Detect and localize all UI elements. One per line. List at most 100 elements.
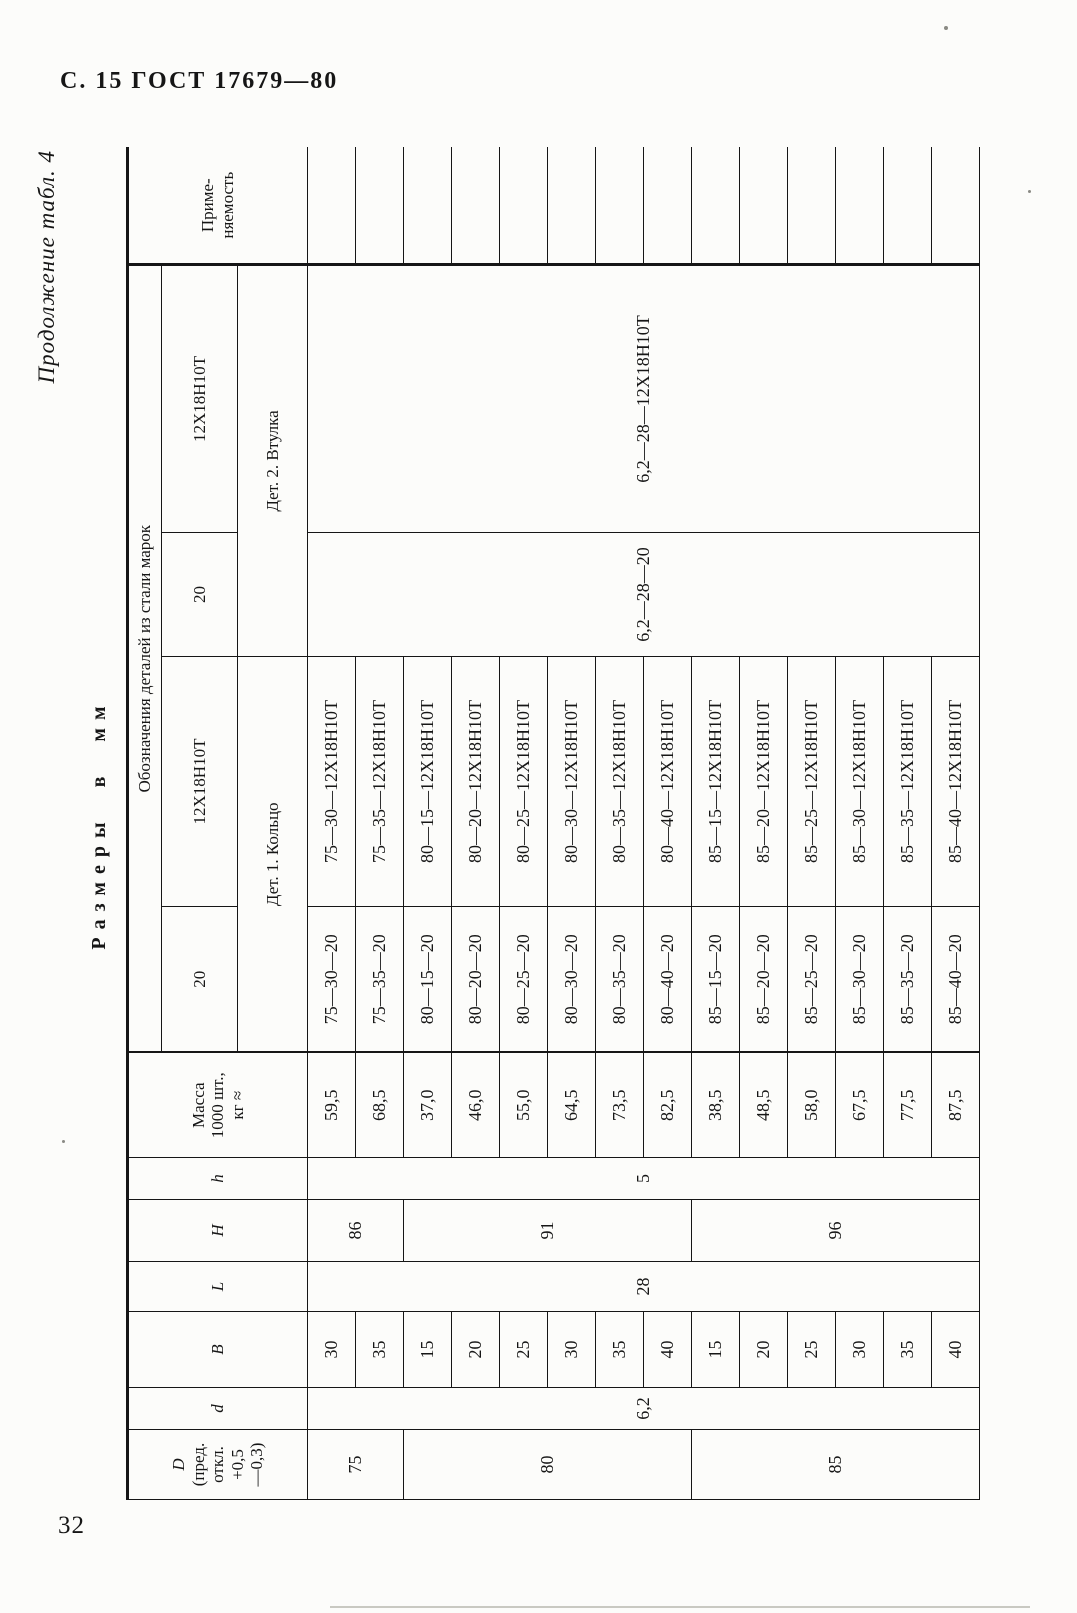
scan-speck [944, 26, 948, 30]
col-header-mass: Масса 1000 шт., кг ≈ [127, 1052, 308, 1158]
cell-ring-designation-12x18: 85—40—12Х18Н10Т [931, 656, 980, 907]
cell-L: 28 [307, 1261, 980, 1312]
cell-mass: 77,5 [883, 1052, 932, 1158]
cell-B: 15 [691, 1311, 740, 1388]
cell-ring-designation-12x18: 80—25—12Х18Н10Т [499, 656, 548, 907]
cell-ring-designation-20: 85—30—20 [835, 906, 884, 1053]
cell-B: 35 [355, 1311, 404, 1388]
grade-header-sleeve-12x18: 12Х18Н10Т [161, 264, 238, 533]
cell-ring-designation-20: 85—40—20 [931, 906, 980, 1053]
table-body: 75 6,2 30 28 86 5 59,5 75—30—20 75—30—12Х18Н10Т 6… [307, 147, 980, 1500]
table-continuation-note: Продолжение табл. 4 [34, 150, 59, 384]
col-header-D: D (пред. откл. +0,5 —0,3) [127, 1429, 308, 1500]
cell-applicability [499, 147, 548, 265]
cell-B: 15 [403, 1311, 452, 1388]
cell-ring-designation-20: 80—15—20 [403, 906, 452, 1053]
scan-speck [1028, 190, 1031, 193]
header-row-1: D (пред. откл. +0,5 —0,3) d B L H h Масс… [127, 147, 308, 1500]
cell-B: 30 [307, 1311, 356, 1388]
cell-applicability [307, 147, 356, 265]
cell-B: 35 [595, 1311, 644, 1388]
page-number: 32 [58, 1512, 85, 1539]
col-header-B: B [127, 1311, 308, 1388]
cell-mass: 87,5 [931, 1052, 980, 1158]
cell-mass: 73,5 [595, 1052, 644, 1158]
cell-ring-designation-20: 85—35—20 [883, 906, 932, 1053]
units-note: Размеры в мм [88, 698, 110, 950]
table-row: 75 6,2 30 28 86 5 59,5 75—30—20 75—30—12Х18Н10Т 6… [307, 147, 980, 1500]
table-header: D (пред. откл. +0,5 —0,3) d B L H h Масс… [127, 147, 308, 1500]
col-header-d: d [127, 1387, 308, 1430]
cell-H: 91 [403, 1199, 692, 1262]
cell-applicability [643, 147, 692, 265]
cell-ring-designation-12x18: 85—15—12Х18Н10Т [691, 656, 740, 907]
cell-B: 40 [643, 1311, 692, 1388]
cell-B: 25 [787, 1311, 836, 1388]
cell-B: 20 [451, 1311, 500, 1388]
cell-ring-designation-20: 75—30—20 [307, 906, 356, 1053]
cell-ring-designation-12x18: 85—20—12Х18Н10Т [739, 656, 788, 907]
cell-applicability [595, 147, 644, 265]
cell-sleeve-designation-20: 6,2—28—20 [307, 532, 980, 657]
cell-ring-designation-12x18: 80—15—12Х18Н10Т [403, 656, 452, 907]
col-header-D-letter: D [169, 1458, 189, 1471]
cell-ring-designation-20: 85—20—20 [739, 906, 788, 1053]
cell-ring-designation-12x18: 80—40—12Х18Н10Т [643, 656, 692, 907]
grade-header-ring-12x18: 12Х18Н10Т [161, 656, 238, 907]
grade-header-sleeve-20: 20 [161, 532, 238, 657]
cell-applicability [739, 147, 788, 265]
cell-ring-designation-12x18: 80—35—12Х18Н10Т [595, 656, 644, 907]
cell-ring-designation-12x18: 75—35—12Х18Н10Т [355, 656, 404, 907]
col-header-applicability: Приме- няемость [127, 147, 308, 265]
scan-edge-artifact [330, 1606, 1030, 1608]
cell-D: 85 [691, 1429, 980, 1500]
col-header-H: H [127, 1199, 308, 1262]
cell-mass: 37,0 [403, 1052, 452, 1158]
dimensions-table: D (пред. откл. +0,5 —0,3) d B L H h Масс… [126, 147, 980, 1500]
cell-ring-designation-20: 80—30—20 [547, 906, 596, 1053]
cell-mass: 46,0 [451, 1052, 500, 1158]
cell-B: 30 [835, 1311, 884, 1388]
cell-ring-designation-12x18: 85—35—12Х18Н10Т [883, 656, 932, 907]
cell-mass: 68,5 [355, 1052, 404, 1158]
cell-B: 35 [883, 1311, 932, 1388]
cell-sleeve-designation-12x18: 6,2—28—12Х18Н10Т [307, 264, 980, 533]
cell-ring-designation-20: 80—40—20 [643, 906, 692, 1053]
cell-ring-designation-20: 80—25—20 [499, 906, 548, 1053]
part-header-sleeve: Дет. 2. Втулка [237, 264, 308, 657]
grade-header-ring-20: 20 [161, 906, 238, 1053]
cell-ring-designation-12x18: 80—30—12Х18Н10Т [547, 656, 596, 907]
col-header-L: L [127, 1261, 308, 1312]
cell-H: 96 [691, 1199, 980, 1262]
cell-mass: 48,5 [739, 1052, 788, 1158]
cell-ring-designation-20: 75—35—20 [355, 906, 404, 1053]
cell-ring-designation-12x18: 75—30—12Х18Н10Т [307, 656, 356, 907]
cell-mass: 55,0 [499, 1052, 548, 1158]
rotated-sheet-region: Продолжение табл. 4 Размеры в мм D (пред… [34, 147, 994, 1500]
cell-mass: 82,5 [643, 1052, 692, 1158]
cell-ring-designation-20: 85—15—20 [691, 906, 740, 1053]
cell-applicability [931, 147, 980, 265]
cell-applicability [787, 147, 836, 265]
cell-d: 6,2 [307, 1387, 980, 1430]
cell-applicability [403, 147, 452, 265]
cell-applicability [547, 147, 596, 265]
cell-applicability [451, 147, 500, 265]
cell-D: 80 [403, 1429, 692, 1500]
rotated-sheet: Продолжение табл. 4 Размеры в мм D (пред… [34, 147, 992, 1500]
designations-group-header: Обозначения деталей из стали марок [127, 264, 162, 1053]
cell-ring-designation-20: 85—25—20 [787, 906, 836, 1053]
scan-speck [62, 1140, 65, 1143]
cell-mass: 64,5 [547, 1052, 596, 1158]
cell-applicability [691, 147, 740, 265]
cell-H: 86 [307, 1199, 404, 1262]
cell-B: 20 [739, 1311, 788, 1388]
cell-B: 40 [931, 1311, 980, 1388]
cell-ring-designation-12x18: 85—30—12Х18Н10Т [835, 656, 884, 907]
cell-applicability [883, 147, 932, 265]
cell-ring-designation-20: 80—35—20 [595, 906, 644, 1053]
part-header-ring: Дет. 1. Кольцо [237, 656, 308, 1053]
cell-ring-designation-12x18: 85—25—12Х18Н10Т [787, 656, 836, 907]
col-header-h: h [127, 1157, 308, 1200]
cell-mass: 38,5 [691, 1052, 740, 1158]
